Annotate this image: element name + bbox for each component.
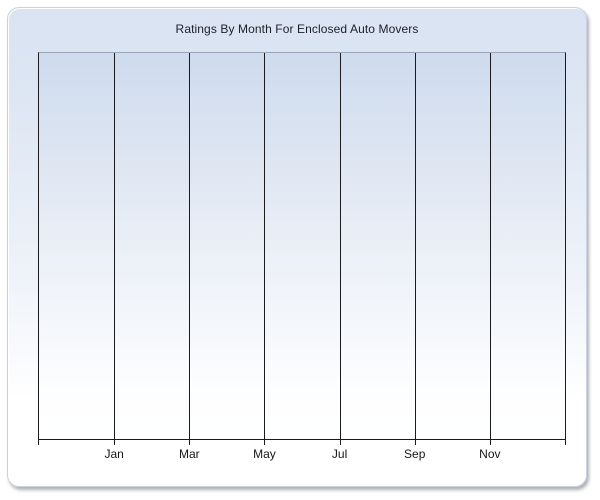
x-axis-label-jul: Jul bbox=[331, 447, 348, 461]
plot-area: Jan Mar May Jul Sep Nov bbox=[38, 52, 566, 461]
x-axis-label-jan: Jan bbox=[104, 447, 124, 461]
chart-panel: Ratings By Month For Enclosed Auto Mover… bbox=[7, 7, 587, 487]
vertical-gridline bbox=[489, 53, 491, 445]
vertical-gridline bbox=[114, 53, 116, 445]
chart-title: Ratings By Month For Enclosed Auto Mover… bbox=[175, 22, 419, 36]
vertical-gridline bbox=[339, 53, 341, 445]
x-axis-label-sep: Sep bbox=[404, 447, 426, 461]
x-axis-label-mar: Mar bbox=[178, 447, 200, 461]
x-axis-label-nov: Nov bbox=[479, 447, 501, 461]
x-axis-label-may: May bbox=[253, 447, 276, 461]
vertical-gridline bbox=[189, 53, 191, 445]
vertical-gridline bbox=[414, 53, 416, 445]
vertical-gridline bbox=[264, 53, 266, 445]
axis-tick-left-edge bbox=[38, 439, 39, 445]
axis-tick-right-edge bbox=[565, 439, 566, 445]
